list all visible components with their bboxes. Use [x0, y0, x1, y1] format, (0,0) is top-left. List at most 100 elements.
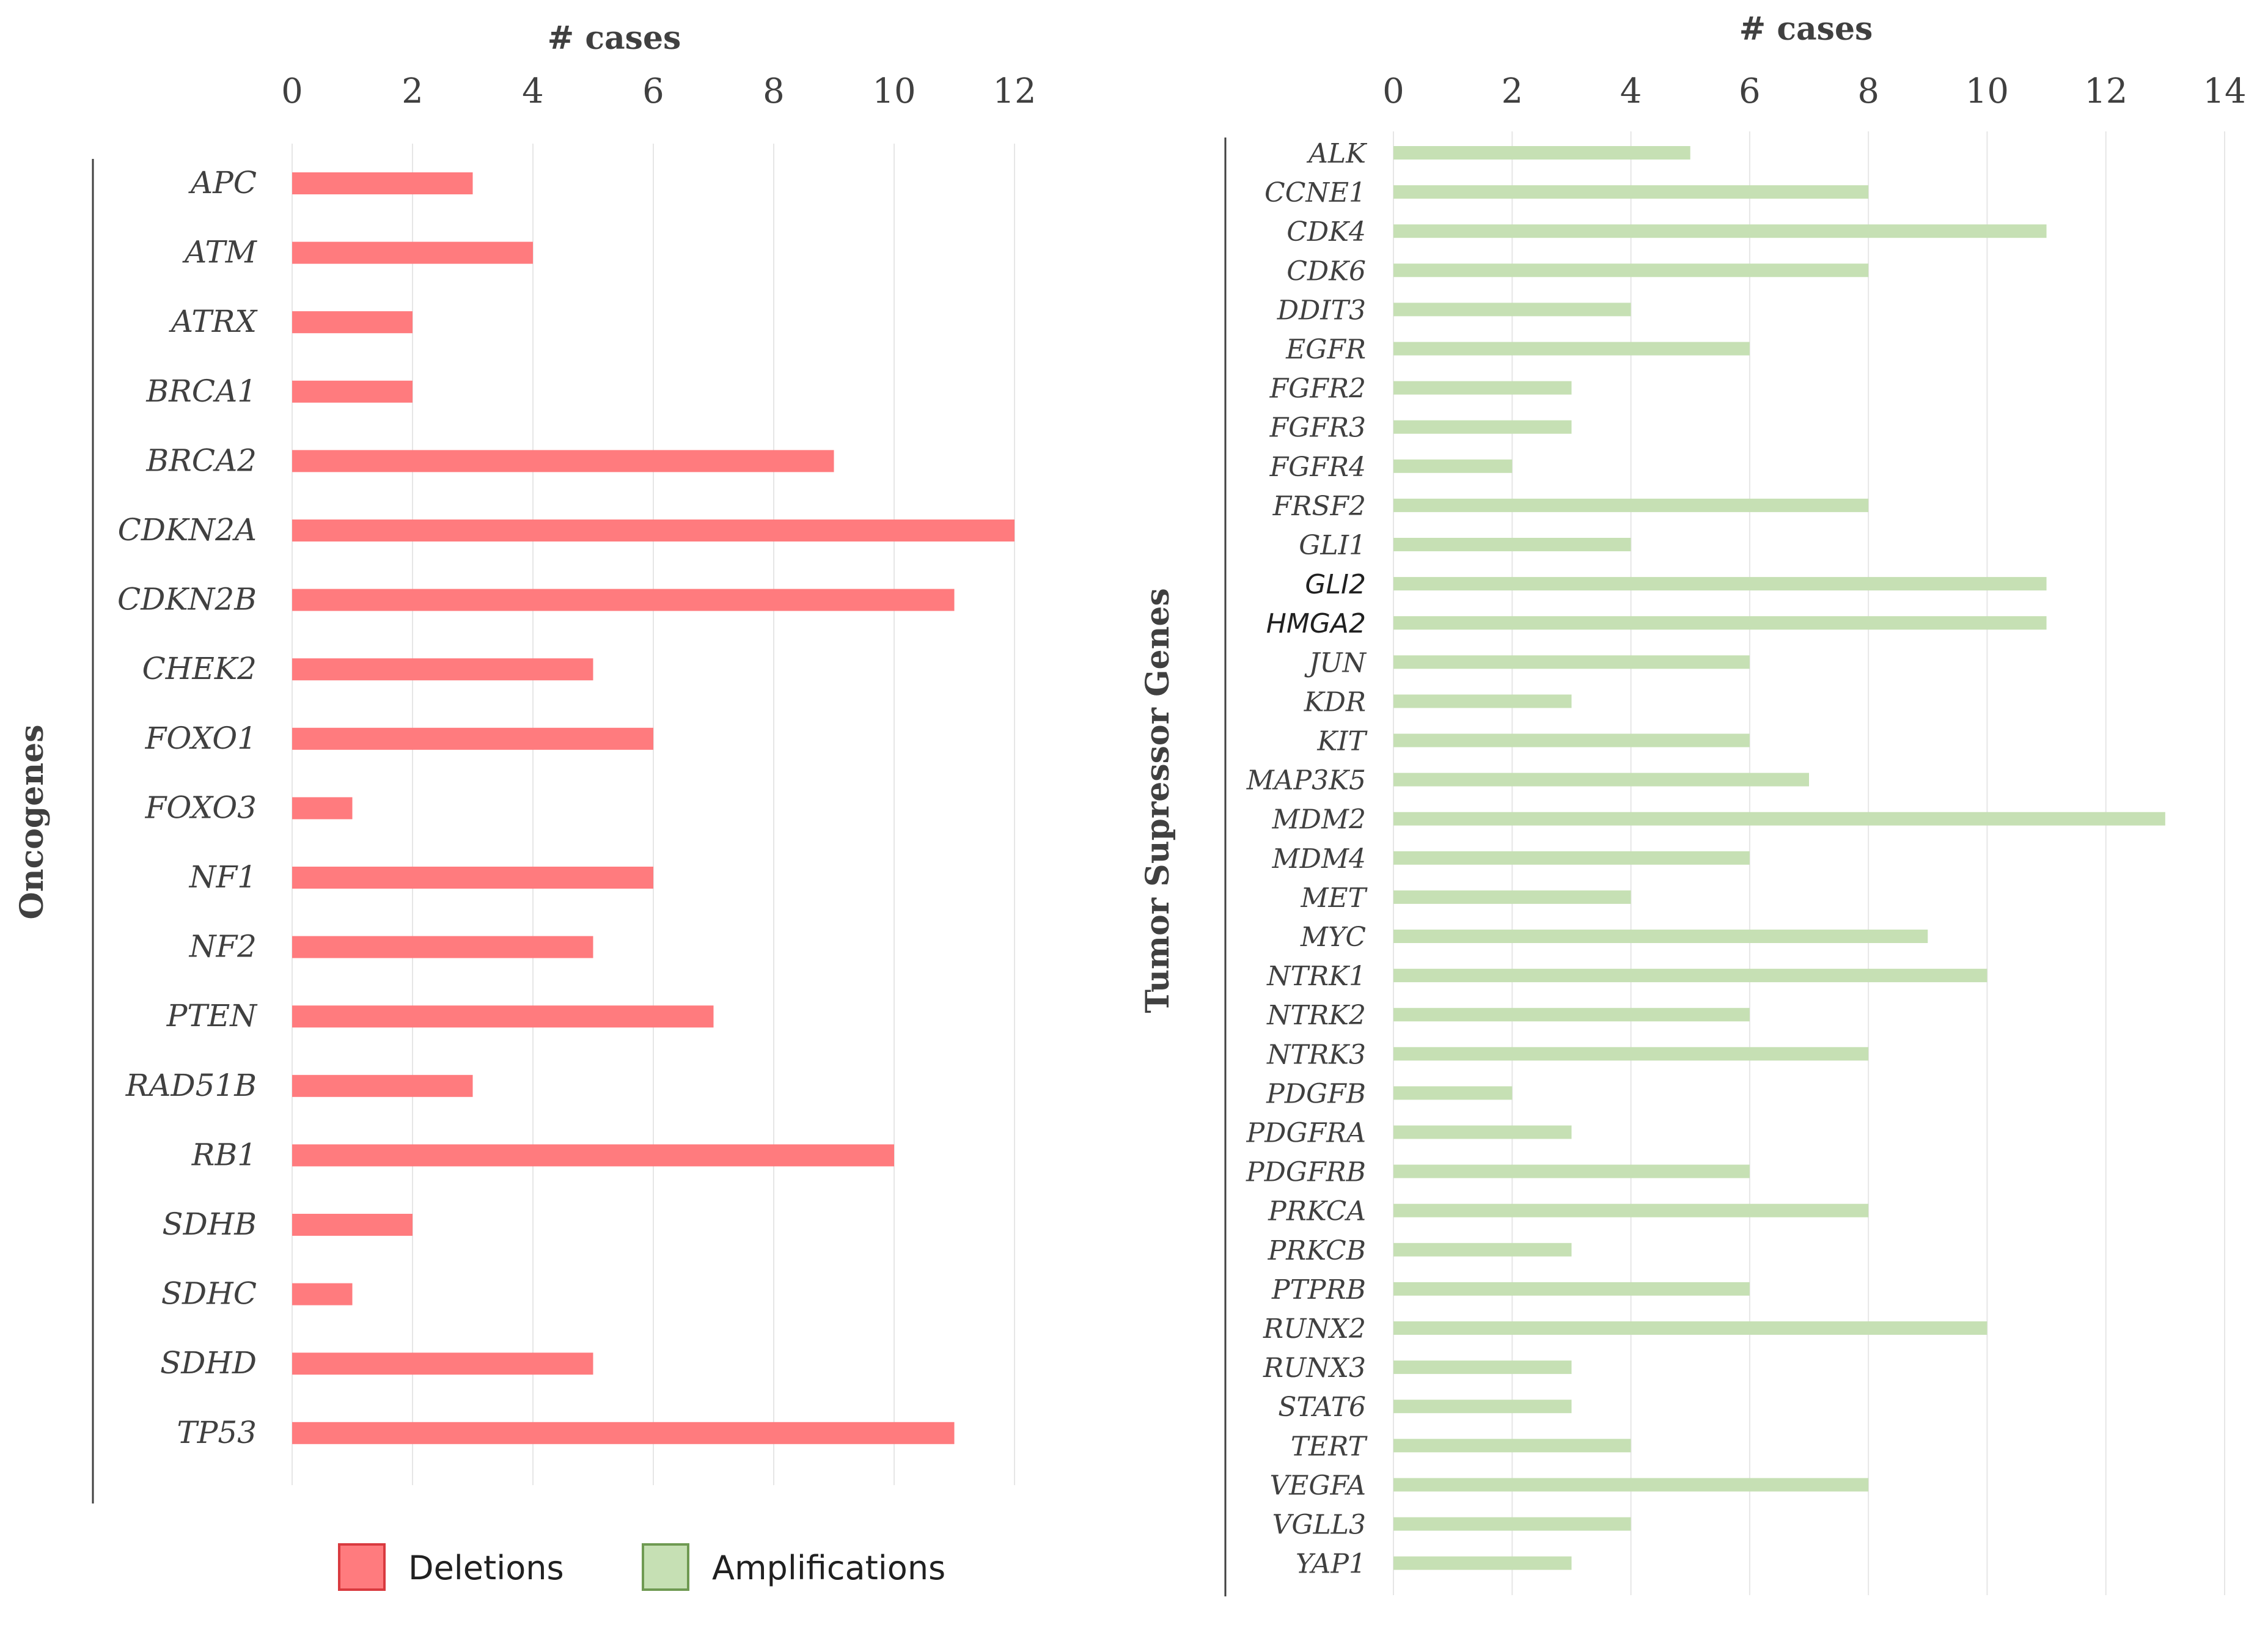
tsg-category-label: RUNX2: [1263, 1313, 1366, 1345]
tsg-tick-label: 4: [1620, 72, 1642, 111]
tsg-category-label: EGFR: [1285, 334, 1366, 365]
tsg-bar-tert: [1393, 1439, 1631, 1453]
tsg-bar-hmga2: [1393, 616, 2047, 630]
onco-category-label: CDKN2A: [118, 512, 257, 548]
onco-bar-sdhd: [292, 1353, 593, 1375]
tsg-tick-label: 8: [1857, 72, 1879, 111]
onco-bar-rb1: [292, 1144, 894, 1167]
tsg-category-label: PTPRB: [1271, 1274, 1366, 1305]
onco-category-label: RAD51B: [125, 1068, 257, 1103]
onco-bar-cdkn2a: [292, 519, 1015, 541]
onco-tick-label: 2: [402, 72, 424, 111]
tsg-bar-prkca: [1393, 1203, 1869, 1217]
onco-category-label: SDHC: [161, 1276, 257, 1312]
tsg-category-label: PRKCB: [1268, 1235, 1366, 1266]
tsg-bar-jun: [1393, 655, 1750, 669]
tsg-bar-ddit3: [1393, 303, 1631, 317]
legend: Deletions Amplifications: [338, 1543, 945, 1591]
onco-bar-chek2: [292, 658, 593, 681]
tsg-category-label: MYC: [1300, 922, 1366, 953]
onco-category-label: NF2: [189, 929, 257, 964]
tsg-bar-vegfa: [1393, 1478, 1869, 1492]
tsg-category-label: NTRK1: [1266, 961, 1366, 992]
tsg-bar-alk: [1393, 146, 1690, 160]
tsg-bar-ntrk1: [1393, 969, 1987, 983]
tsg-bar-mdm2: [1393, 812, 2165, 826]
onco-category-label: ATRX: [169, 304, 258, 339]
tsg-bar-mdm4: [1393, 851, 1750, 865]
tsg-tick-label: 0: [1382, 72, 1404, 111]
tsg-bar-gli2: [1393, 577, 2047, 591]
onco-bar-brca1: [292, 380, 413, 403]
onco-tick-label: 4: [522, 72, 544, 111]
onco-category-label: PTEN: [166, 998, 258, 1033]
tsg-category-label: MET: [1300, 883, 1368, 914]
legend-label-amplification: Amplifications: [712, 1549, 945, 1587]
tsg-category-label: YAP1: [1296, 1549, 1366, 1580]
onco-bar-nf2: [292, 936, 593, 958]
oncogenes-deletions-chart: # cases 0 2 4 6 8 10 12 Oncogenes APC ATM ATRX BRCA1…: [13, 20, 1037, 1503]
tsg-bar-cdk4: [1393, 224, 2047, 238]
onco-category-label: CHEK2: [142, 651, 257, 686]
tsg-bar-met: [1393, 890, 1631, 904]
tsg-category-label: PDGFB: [1266, 1078, 1366, 1109]
tsg-category-label: NTRK2: [1266, 1000, 1366, 1031]
onco-bar-apc: [292, 172, 473, 194]
onco-bar-foxo3: [292, 797, 353, 820]
tsg-bar-runx3: [1393, 1360, 1572, 1375]
tsg-bar-pdgfra: [1393, 1125, 1572, 1139]
tsg-tick-label: 12: [2084, 72, 2127, 111]
onco-category-label: TP53: [177, 1415, 257, 1450]
onco-bar-pten: [292, 1005, 714, 1028]
onco-category-label: APC: [188, 165, 257, 200]
onco-bar-atm: [292, 241, 533, 264]
tsg-category-label: CDK6: [1286, 255, 1366, 287]
tsg-category-label: MAP3K5: [1246, 765, 1366, 796]
onco-tick-label: 6: [642, 72, 664, 111]
onco-tick-label: 12: [993, 72, 1036, 111]
tsg-category-label: TERT: [1291, 1431, 1368, 1462]
tsg-bar-pdgfb: [1393, 1086, 1513, 1100]
tsg-bar-yap1: [1393, 1556, 1572, 1570]
tsg-bar-stat6: [1393, 1400, 1572, 1414]
tsg-category-label: FGFR3: [1269, 413, 1366, 444]
onco-tick-label: 8: [763, 72, 785, 111]
legend-swatch-deletion: [338, 1543, 386, 1591]
onco-bar-rad51b: [292, 1074, 473, 1097]
onco-category-label: FOXO3: [145, 790, 257, 825]
tsg-bar-myc: [1393, 930, 1928, 943]
tsg-category-label: MDM4: [1272, 843, 1366, 875]
onco-category-label: FOXO1: [145, 721, 257, 756]
tsg-category-label: DDIT3: [1277, 295, 1366, 326]
tsg-bar-kit: [1393, 733, 1750, 747]
tsg-bar-ccne1: [1393, 185, 1869, 199]
tsg-tick-label: 6: [1739, 72, 1761, 111]
tsg-category-label: PDGFRB: [1246, 1157, 1366, 1188]
tsg-bar-egfr: [1393, 342, 1750, 356]
onco-category-label: SDHD: [160, 1345, 257, 1381]
tsg-category-label: PRKCA: [1268, 1196, 1366, 1227]
tsg-bar-cdk6: [1393, 263, 1869, 277]
onco-category-label: CDKN2B: [117, 582, 257, 617]
legend-swatch-amplification: [642, 1543, 689, 1591]
onco-tick-label: 0: [281, 72, 303, 111]
onco-category-label: NF1: [189, 859, 257, 895]
onco-bar-cdkn2b: [292, 589, 955, 611]
tsg-bar-frsf2: [1393, 498, 1869, 512]
tsg-category-label: FGFR2: [1269, 373, 1366, 405]
tsg-category-label: GLI1: [1299, 530, 1366, 561]
onco-bar-foxo1: [292, 727, 653, 750]
onco-bar-nf1: [292, 867, 653, 889]
tsg-category-label: STAT6: [1278, 1392, 1366, 1423]
tsg-category-label: VGLL3: [1272, 1510, 1366, 1541]
onco-tick-label: 10: [872, 72, 916, 111]
tsg-bar-fgfr2: [1393, 381, 1572, 395]
tsg-category-label: GLI2: [1305, 569, 1366, 600]
tsg-category-label: NTRK3: [1266, 1039, 1366, 1070]
onco-bar-sdhb: [292, 1214, 413, 1236]
tsg-category-label: HMGA2: [1266, 608, 1366, 639]
onco-bar-atrx: [292, 311, 413, 334]
tsg-bar-ntrk2: [1393, 1008, 1750, 1022]
tsg-category-label: KDR: [1304, 686, 1366, 718]
